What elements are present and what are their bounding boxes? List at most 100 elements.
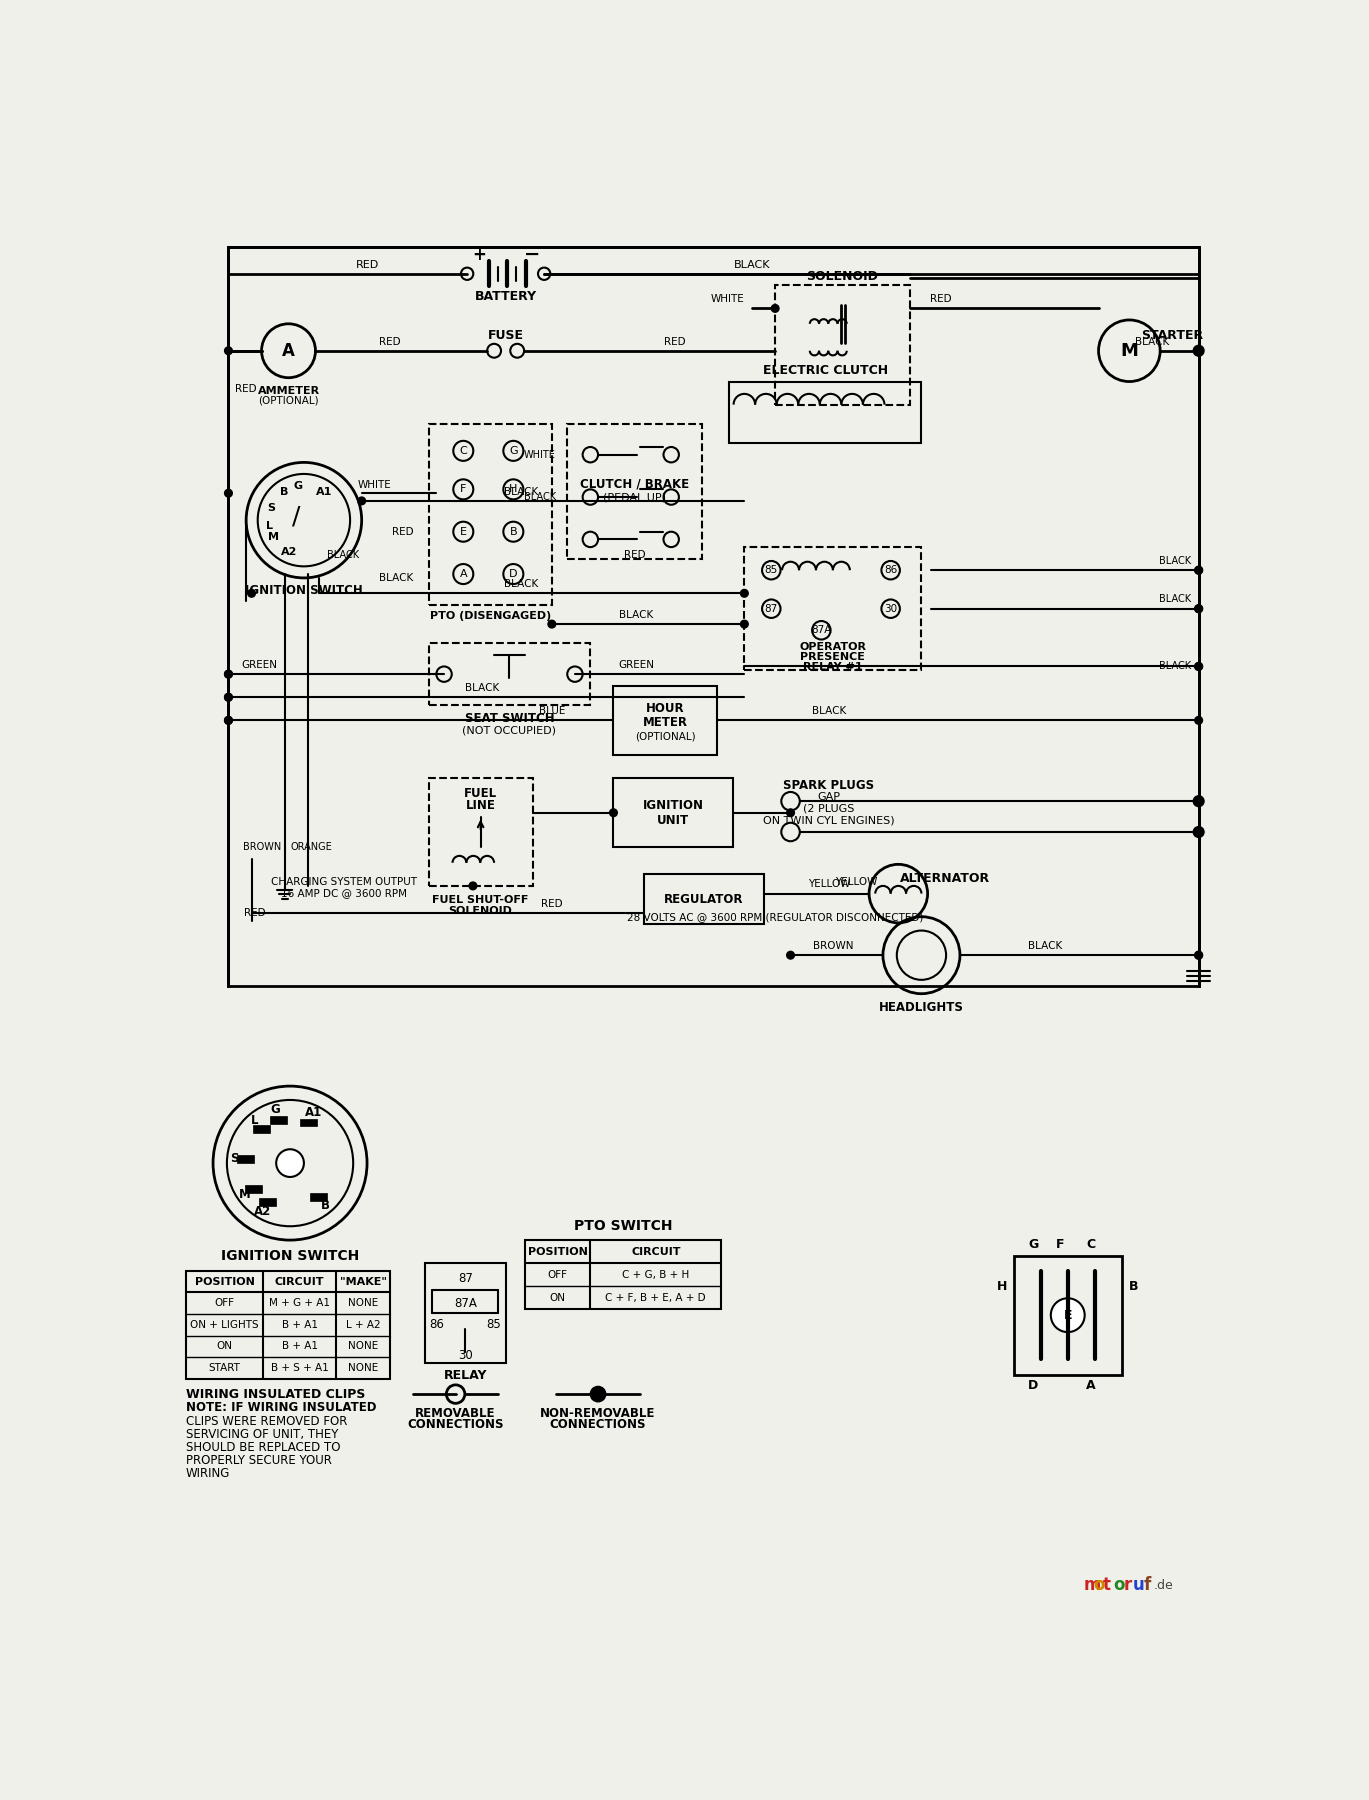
Text: BROWN: BROWN — [242, 842, 281, 853]
Text: L: L — [267, 522, 274, 531]
Text: RELAY: RELAY — [444, 1370, 487, 1382]
Bar — [775, 284, 910, 405]
Text: (2 PLUGS: (2 PLUGS — [804, 805, 854, 814]
Text: ELECTRIC CLUTCH: ELECTRIC CLUTCH — [763, 364, 887, 376]
Text: S: S — [267, 504, 275, 513]
Text: 16 AMP DC @ 3600 RPM: 16 AMP DC @ 3600 RPM — [281, 887, 407, 898]
Text: OFF: OFF — [548, 1269, 568, 1280]
Bar — [428, 425, 552, 605]
Text: BLACK: BLACK — [734, 259, 771, 270]
Text: H: H — [997, 1280, 1008, 1292]
Text: RED: RED — [356, 259, 379, 270]
Bar — [428, 778, 533, 886]
Text: GREEN: GREEN — [619, 661, 654, 670]
Text: START: START — [208, 1363, 241, 1373]
Text: o: o — [1113, 1577, 1125, 1595]
Circle shape — [590, 1386, 605, 1402]
Bar — [424, 1264, 505, 1363]
Text: BLACK: BLACK — [523, 491, 556, 502]
Text: ON TWIN CYL ENGINES): ON TWIN CYL ENGINES) — [764, 815, 895, 826]
Circle shape — [225, 347, 233, 355]
Text: F: F — [460, 484, 467, 495]
Circle shape — [1195, 797, 1202, 805]
Text: AMMETER: AMMETER — [257, 385, 319, 396]
Text: BLACK: BLACK — [465, 682, 500, 693]
Bar — [259, 1199, 277, 1206]
Text: FUEL SHUT-OFF: FUEL SHUT-OFF — [433, 895, 528, 905]
Bar — [613, 686, 717, 754]
Text: NONE: NONE — [348, 1363, 378, 1373]
Text: GREEN: GREEN — [241, 661, 278, 670]
Circle shape — [225, 716, 233, 724]
Circle shape — [771, 304, 779, 311]
Text: SOLENOID: SOLENOID — [806, 270, 879, 283]
Bar — [253, 1125, 270, 1132]
Bar — [613, 778, 732, 848]
Text: IGNITION: IGNITION — [642, 799, 704, 812]
Text: IGNITION SWITCH: IGNITION SWITCH — [220, 1249, 359, 1262]
Text: BLACK: BLACK — [1135, 337, 1169, 347]
Text: G: G — [293, 481, 303, 491]
Circle shape — [1195, 567, 1202, 574]
Text: CIRCUIT: CIRCUIT — [631, 1247, 680, 1256]
Text: PROPERLY SECURE YOUR: PROPERLY SECURE YOUR — [186, 1454, 331, 1467]
Text: BLACK: BLACK — [1028, 941, 1062, 950]
Circle shape — [1195, 952, 1202, 959]
Text: RED: RED — [392, 527, 413, 536]
Text: STARTER: STARTER — [1140, 329, 1203, 342]
Text: SPARK PLUGS: SPARK PLUGS — [783, 779, 875, 792]
Text: PTO SWITCH: PTO SWITCH — [574, 1219, 672, 1233]
Circle shape — [741, 589, 749, 598]
Text: o: o — [1094, 1577, 1105, 1595]
Text: CONNECTIONS: CONNECTIONS — [550, 1418, 646, 1431]
Text: WIRING: WIRING — [186, 1467, 230, 1480]
Text: B: B — [279, 486, 289, 497]
Text: RED: RED — [624, 549, 645, 560]
Text: M + G + A1: M + G + A1 — [270, 1298, 330, 1309]
Text: −: − — [524, 245, 541, 265]
Circle shape — [609, 808, 617, 817]
Text: f: f — [1143, 1577, 1150, 1595]
Circle shape — [277, 1148, 304, 1177]
Text: m: m — [1083, 1577, 1101, 1595]
Text: D: D — [1028, 1379, 1038, 1391]
Text: SEAT SWITCH: SEAT SWITCH — [464, 713, 554, 725]
Bar — [270, 1116, 287, 1123]
Text: BLACK: BLACK — [619, 610, 653, 619]
Text: 87A: 87A — [812, 625, 831, 635]
Text: BROWN: BROWN — [813, 941, 853, 950]
Text: WIRING INSULATED CLIPS: WIRING INSULATED CLIPS — [186, 1388, 366, 1400]
Circle shape — [225, 670, 233, 679]
Text: C: C — [460, 446, 467, 455]
Text: REGULATOR: REGULATOR — [664, 893, 743, 905]
Circle shape — [1195, 347, 1202, 355]
Text: G: G — [509, 446, 517, 455]
Text: A2: A2 — [281, 547, 297, 556]
Circle shape — [1195, 662, 1202, 670]
Text: BLACK: BLACK — [1160, 556, 1191, 565]
Text: BLACK: BLACK — [1160, 594, 1191, 605]
Text: B + A1: B + A1 — [282, 1341, 318, 1352]
Text: HOUR: HOUR — [646, 702, 684, 715]
Text: NONE: NONE — [348, 1341, 378, 1352]
Circle shape — [225, 693, 233, 700]
Text: RED: RED — [234, 383, 256, 394]
Text: ON: ON — [549, 1292, 565, 1303]
Circle shape — [1194, 826, 1205, 837]
Text: E: E — [1064, 1309, 1072, 1321]
Text: SERVICING OF UNIT, THEY: SERVICING OF UNIT, THEY — [186, 1427, 338, 1440]
Text: G: G — [1028, 1238, 1038, 1251]
Text: E: E — [460, 527, 467, 536]
Text: "MAKE": "MAKE" — [340, 1276, 386, 1287]
Circle shape — [1195, 662, 1202, 670]
Circle shape — [1195, 828, 1202, 835]
Circle shape — [787, 952, 794, 959]
Text: ALTERNATOR: ALTERNATOR — [899, 871, 990, 884]
Text: L + A2: L + A2 — [346, 1319, 381, 1330]
Text: BLACK: BLACK — [379, 572, 413, 583]
Text: UNIT: UNIT — [657, 814, 689, 826]
Text: M: M — [238, 1188, 251, 1201]
Bar — [745, 547, 921, 670]
Circle shape — [1195, 605, 1202, 612]
Text: (PEDAL UP): (PEDAL UP) — [604, 493, 667, 502]
